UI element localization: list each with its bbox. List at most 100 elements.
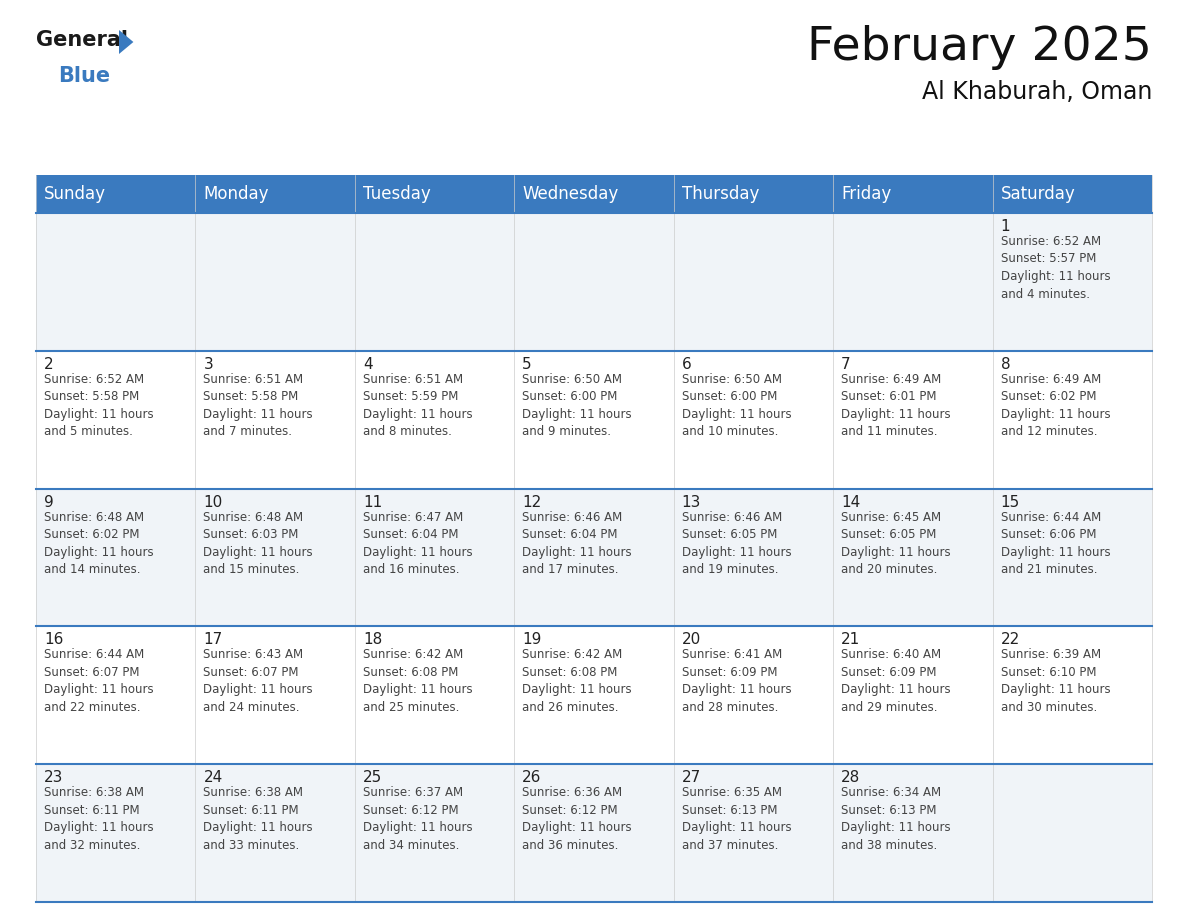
Text: 20: 20 — [682, 633, 701, 647]
Text: 27: 27 — [682, 770, 701, 785]
Polygon shape — [119, 30, 133, 54]
Text: 12: 12 — [523, 495, 542, 509]
Text: 15: 15 — [1000, 495, 1019, 509]
Bar — [196, 626, 355, 764]
Text: Sunrise: 6:50 AM
Sunset: 6:00 PM
Daylight: 11 hours
and 9 minutes.: Sunrise: 6:50 AM Sunset: 6:00 PM Dayligh… — [523, 373, 632, 438]
Text: Sunrise: 6:50 AM
Sunset: 6:00 PM
Daylight: 11 hours
and 10 minutes.: Sunrise: 6:50 AM Sunset: 6:00 PM Dayligh… — [682, 373, 791, 438]
Text: Sunrise: 6:45 AM
Sunset: 6:05 PM
Daylight: 11 hours
and 20 minutes.: Sunrise: 6:45 AM Sunset: 6:05 PM Dayligh… — [841, 510, 950, 577]
Bar — [36, 626, 196, 764]
Bar — [514, 488, 674, 626]
Text: 26: 26 — [523, 770, 542, 785]
Text: Sunrise: 6:40 AM
Sunset: 6:09 PM
Daylight: 11 hours
and 29 minutes.: Sunrise: 6:40 AM Sunset: 6:09 PM Dayligh… — [841, 648, 950, 714]
Bar — [674, 175, 833, 213]
Text: Sunrise: 6:42 AM
Sunset: 6:08 PM
Daylight: 11 hours
and 25 minutes.: Sunrise: 6:42 AM Sunset: 6:08 PM Dayligh… — [362, 648, 473, 714]
Bar — [355, 626, 514, 764]
Bar — [514, 626, 674, 764]
Bar — [355, 351, 514, 488]
Text: Blue: Blue — [58, 66, 110, 86]
Bar — [355, 764, 514, 902]
Text: 6: 6 — [682, 357, 691, 372]
Text: Sunrise: 6:37 AM
Sunset: 6:12 PM
Daylight: 11 hours
and 34 minutes.: Sunrise: 6:37 AM Sunset: 6:12 PM Dayligh… — [362, 786, 473, 852]
Text: 2: 2 — [44, 357, 53, 372]
Text: 16: 16 — [44, 633, 63, 647]
Text: Sunrise: 6:47 AM
Sunset: 6:04 PM
Daylight: 11 hours
and 16 minutes.: Sunrise: 6:47 AM Sunset: 6:04 PM Dayligh… — [362, 510, 473, 577]
Text: 28: 28 — [841, 770, 860, 785]
Bar — [355, 488, 514, 626]
Text: Monday: Monday — [203, 185, 268, 203]
Text: 11: 11 — [362, 495, 383, 509]
Bar — [992, 488, 1152, 626]
Bar — [833, 213, 992, 351]
Bar — [674, 351, 833, 488]
Bar — [36, 175, 196, 213]
Bar — [514, 351, 674, 488]
Text: Sunrise: 6:49 AM
Sunset: 6:01 PM
Daylight: 11 hours
and 11 minutes.: Sunrise: 6:49 AM Sunset: 6:01 PM Dayligh… — [841, 373, 950, 438]
Text: 22: 22 — [1000, 633, 1019, 647]
Text: Sunrise: 6:52 AM
Sunset: 5:57 PM
Daylight: 11 hours
and 4 minutes.: Sunrise: 6:52 AM Sunset: 5:57 PM Dayligh… — [1000, 235, 1111, 300]
Text: 7: 7 — [841, 357, 851, 372]
Text: Sunrise: 6:39 AM
Sunset: 6:10 PM
Daylight: 11 hours
and 30 minutes.: Sunrise: 6:39 AM Sunset: 6:10 PM Dayligh… — [1000, 648, 1111, 714]
Text: Sunrise: 6:42 AM
Sunset: 6:08 PM
Daylight: 11 hours
and 26 minutes.: Sunrise: 6:42 AM Sunset: 6:08 PM Dayligh… — [523, 648, 632, 714]
Text: Sunrise: 6:51 AM
Sunset: 5:59 PM
Daylight: 11 hours
and 8 minutes.: Sunrise: 6:51 AM Sunset: 5:59 PM Dayligh… — [362, 373, 473, 438]
Bar — [674, 213, 833, 351]
Text: 21: 21 — [841, 633, 860, 647]
Bar — [833, 764, 992, 902]
Bar — [833, 626, 992, 764]
Text: Sunrise: 6:44 AM
Sunset: 6:06 PM
Daylight: 11 hours
and 21 minutes.: Sunrise: 6:44 AM Sunset: 6:06 PM Dayligh… — [1000, 510, 1111, 577]
Text: Friday: Friday — [841, 185, 891, 203]
Bar — [36, 213, 196, 351]
Text: Sunrise: 6:34 AM
Sunset: 6:13 PM
Daylight: 11 hours
and 38 minutes.: Sunrise: 6:34 AM Sunset: 6:13 PM Dayligh… — [841, 786, 950, 852]
Text: Sunrise: 6:48 AM
Sunset: 6:03 PM
Daylight: 11 hours
and 15 minutes.: Sunrise: 6:48 AM Sunset: 6:03 PM Dayligh… — [203, 510, 314, 577]
Text: 17: 17 — [203, 633, 222, 647]
Text: Wednesday: Wednesday — [523, 185, 619, 203]
Bar — [36, 764, 196, 902]
Bar — [196, 175, 355, 213]
Text: Sunrise: 6:52 AM
Sunset: 5:58 PM
Daylight: 11 hours
and 5 minutes.: Sunrise: 6:52 AM Sunset: 5:58 PM Dayligh… — [44, 373, 153, 438]
Text: 18: 18 — [362, 633, 383, 647]
Text: Sunrise: 6:49 AM
Sunset: 6:02 PM
Daylight: 11 hours
and 12 minutes.: Sunrise: 6:49 AM Sunset: 6:02 PM Dayligh… — [1000, 373, 1111, 438]
Bar — [355, 175, 514, 213]
Text: 8: 8 — [1000, 357, 1010, 372]
Text: Sunrise: 6:38 AM
Sunset: 6:11 PM
Daylight: 11 hours
and 33 minutes.: Sunrise: 6:38 AM Sunset: 6:11 PM Dayligh… — [203, 786, 314, 852]
Text: Sunrise: 6:48 AM
Sunset: 6:02 PM
Daylight: 11 hours
and 14 minutes.: Sunrise: 6:48 AM Sunset: 6:02 PM Dayligh… — [44, 510, 153, 577]
Text: Tuesday: Tuesday — [362, 185, 430, 203]
Text: 19: 19 — [523, 633, 542, 647]
Text: Sunrise: 6:43 AM
Sunset: 6:07 PM
Daylight: 11 hours
and 24 minutes.: Sunrise: 6:43 AM Sunset: 6:07 PM Dayligh… — [203, 648, 314, 714]
Text: Al Khaburah, Oman: Al Khaburah, Oman — [922, 80, 1152, 104]
Text: 13: 13 — [682, 495, 701, 509]
Text: 14: 14 — [841, 495, 860, 509]
Bar — [674, 626, 833, 764]
Bar — [992, 175, 1152, 213]
Bar — [674, 764, 833, 902]
Bar — [196, 764, 355, 902]
Text: Saturday: Saturday — [1000, 185, 1075, 203]
Text: Sunrise: 6:46 AM
Sunset: 6:04 PM
Daylight: 11 hours
and 17 minutes.: Sunrise: 6:46 AM Sunset: 6:04 PM Dayligh… — [523, 510, 632, 577]
Bar — [992, 351, 1152, 488]
Text: Sunrise: 6:44 AM
Sunset: 6:07 PM
Daylight: 11 hours
and 22 minutes.: Sunrise: 6:44 AM Sunset: 6:07 PM Dayligh… — [44, 648, 153, 714]
Bar — [833, 488, 992, 626]
Text: 10: 10 — [203, 495, 222, 509]
Text: 25: 25 — [362, 770, 383, 785]
Text: 1: 1 — [1000, 219, 1010, 234]
Text: Sunrise: 6:51 AM
Sunset: 5:58 PM
Daylight: 11 hours
and 7 minutes.: Sunrise: 6:51 AM Sunset: 5:58 PM Dayligh… — [203, 373, 314, 438]
Text: 3: 3 — [203, 357, 213, 372]
Text: Thursday: Thursday — [682, 185, 759, 203]
Text: 23: 23 — [44, 770, 63, 785]
Text: Sunrise: 6:35 AM
Sunset: 6:13 PM
Daylight: 11 hours
and 37 minutes.: Sunrise: 6:35 AM Sunset: 6:13 PM Dayligh… — [682, 786, 791, 852]
Text: 4: 4 — [362, 357, 373, 372]
Text: Sunrise: 6:41 AM
Sunset: 6:09 PM
Daylight: 11 hours
and 28 minutes.: Sunrise: 6:41 AM Sunset: 6:09 PM Dayligh… — [682, 648, 791, 714]
Bar — [514, 213, 674, 351]
Bar — [992, 626, 1152, 764]
Bar — [833, 175, 992, 213]
Bar — [36, 488, 196, 626]
Text: Sunrise: 6:36 AM
Sunset: 6:12 PM
Daylight: 11 hours
and 36 minutes.: Sunrise: 6:36 AM Sunset: 6:12 PM Dayligh… — [523, 786, 632, 852]
Bar — [992, 764, 1152, 902]
Text: 24: 24 — [203, 770, 222, 785]
Bar — [36, 351, 196, 488]
Bar — [196, 351, 355, 488]
Text: Sunrise: 6:38 AM
Sunset: 6:11 PM
Daylight: 11 hours
and 32 minutes.: Sunrise: 6:38 AM Sunset: 6:11 PM Dayligh… — [44, 786, 153, 852]
Bar — [992, 213, 1152, 351]
Text: 5: 5 — [523, 357, 532, 372]
Bar — [514, 175, 674, 213]
Bar — [514, 764, 674, 902]
